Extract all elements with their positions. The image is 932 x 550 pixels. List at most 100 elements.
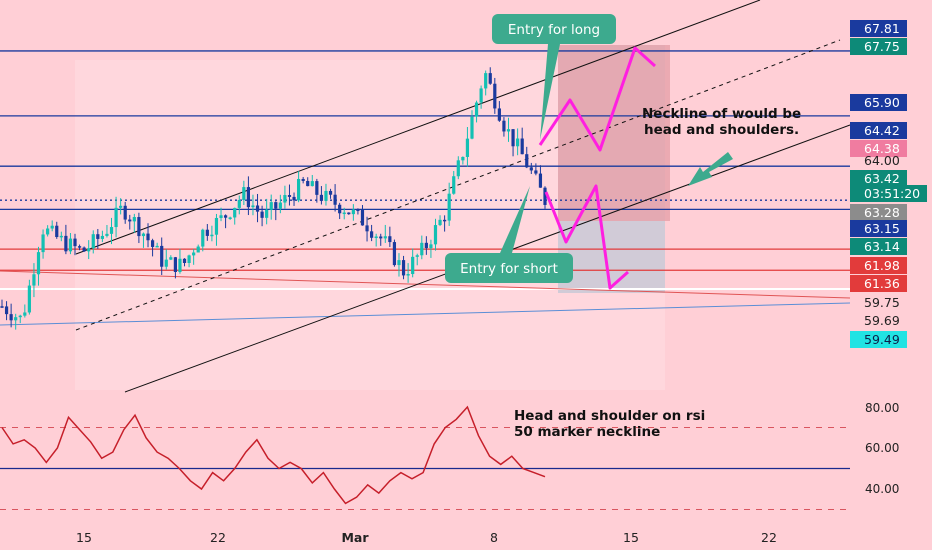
rsi-tick: 60.00 bbox=[865, 441, 899, 455]
candle-body bbox=[278, 202, 282, 209]
candle-body bbox=[443, 219, 447, 222]
price-badge bbox=[850, 140, 907, 157]
candle-body bbox=[306, 180, 310, 187]
time-tick: 8 bbox=[490, 530, 498, 545]
candle-body bbox=[178, 258, 182, 272]
candle-body bbox=[420, 242, 424, 256]
price-badge bbox=[850, 122, 907, 139]
candle-body bbox=[77, 246, 82, 248]
entry-long-callout-text: Entry for long bbox=[508, 22, 600, 38]
candle-body bbox=[187, 255, 191, 264]
candle-body bbox=[447, 193, 451, 221]
candle-body bbox=[182, 258, 187, 264]
candle-body bbox=[529, 167, 533, 171]
entry-long-callout: Entry for long bbox=[492, 14, 616, 140]
price-label: 59.75 bbox=[864, 295, 900, 310]
candle-body bbox=[114, 207, 118, 228]
long-projection-path bbox=[538, 46, 657, 152]
candle-body bbox=[351, 209, 355, 215]
candle-body bbox=[36, 252, 41, 275]
price-label: 64.00 bbox=[864, 153, 900, 168]
candle-body bbox=[82, 247, 86, 252]
candle-body bbox=[41, 234, 45, 253]
candle-body bbox=[342, 212, 346, 215]
price-label: 64.38 bbox=[864, 141, 900, 156]
candle-body bbox=[379, 236, 383, 239]
candle-body bbox=[525, 154, 529, 168]
candle-body bbox=[233, 207, 237, 218]
entry-long-callout-box bbox=[492, 14, 616, 44]
price-badge bbox=[850, 204, 907, 221]
price-label: 67.81 bbox=[864, 21, 900, 36]
rsi-tick: 40.00 bbox=[865, 482, 899, 496]
price-label: 67.75 bbox=[864, 39, 900, 54]
candle-body bbox=[59, 235, 63, 238]
candle-body bbox=[214, 217, 219, 235]
candle-body bbox=[383, 236, 387, 239]
candle-body bbox=[543, 187, 547, 205]
price-badge bbox=[850, 331, 907, 348]
candle-body bbox=[356, 209, 360, 212]
time-tick: 15 bbox=[623, 530, 639, 545]
candle-body bbox=[397, 260, 401, 266]
candle-body bbox=[269, 202, 273, 210]
candle-body bbox=[169, 257, 173, 260]
candle-body bbox=[484, 73, 488, 89]
candle-body bbox=[511, 129, 515, 147]
entry-short-callout-pointer bbox=[500, 186, 530, 253]
candle-body bbox=[265, 209, 269, 218]
candle-body bbox=[109, 227, 114, 234]
candle-body bbox=[374, 236, 378, 239]
candle-body bbox=[465, 138, 470, 157]
candle-body bbox=[0, 306, 4, 308]
candle-body bbox=[333, 194, 337, 205]
neckline-arrow bbox=[688, 152, 733, 186]
candle-body bbox=[55, 225, 59, 238]
price-label: 59.69 bbox=[864, 313, 900, 328]
candle-body bbox=[160, 245, 164, 267]
price-label: 61.98 bbox=[864, 258, 900, 273]
price-badge bbox=[850, 275, 907, 292]
candle-body bbox=[328, 190, 333, 195]
price-badge bbox=[850, 170, 907, 187]
entry-long-callout-pointer bbox=[540, 44, 560, 140]
candle-body bbox=[68, 238, 73, 252]
candle-body bbox=[360, 209, 365, 226]
candle-body bbox=[474, 102, 479, 117]
candle-body bbox=[32, 274, 36, 286]
price-badge bbox=[850, 185, 927, 202]
time-tick: 15 bbox=[76, 530, 92, 545]
candle-body bbox=[506, 129, 511, 132]
candle-body bbox=[429, 244, 433, 249]
candle-body bbox=[319, 194, 324, 201]
candle-body bbox=[141, 233, 146, 237]
candle-body bbox=[27, 285, 31, 313]
candle-body bbox=[401, 260, 406, 276]
price-label: 64.42 bbox=[864, 123, 900, 138]
candle-body bbox=[292, 196, 296, 201]
entry-short-callout-text: Entry for short bbox=[460, 261, 558, 277]
candle-body bbox=[392, 242, 397, 266]
entry-short-callout: Entry for short bbox=[445, 186, 573, 283]
candle-body bbox=[347, 212, 351, 215]
candle-body bbox=[192, 252, 196, 256]
candle-body bbox=[538, 173, 543, 188]
candle-body bbox=[196, 246, 200, 253]
candle-body bbox=[242, 187, 246, 200]
candle-body bbox=[228, 217, 232, 219]
candle-body bbox=[137, 217, 141, 237]
price-badge bbox=[850, 38, 907, 55]
candle-body bbox=[237, 199, 241, 208]
candle-body bbox=[64, 235, 68, 252]
candle-body bbox=[260, 211, 264, 218]
red-trendline bbox=[0, 270, 851, 299]
candle-body bbox=[173, 257, 177, 272]
candle-body bbox=[488, 73, 492, 84]
short-projection-path bbox=[544, 184, 629, 290]
candle-body bbox=[164, 259, 168, 267]
price-label: 61.36 bbox=[864, 276, 900, 291]
candle-body bbox=[105, 233, 109, 236]
candle-body bbox=[119, 205, 123, 208]
